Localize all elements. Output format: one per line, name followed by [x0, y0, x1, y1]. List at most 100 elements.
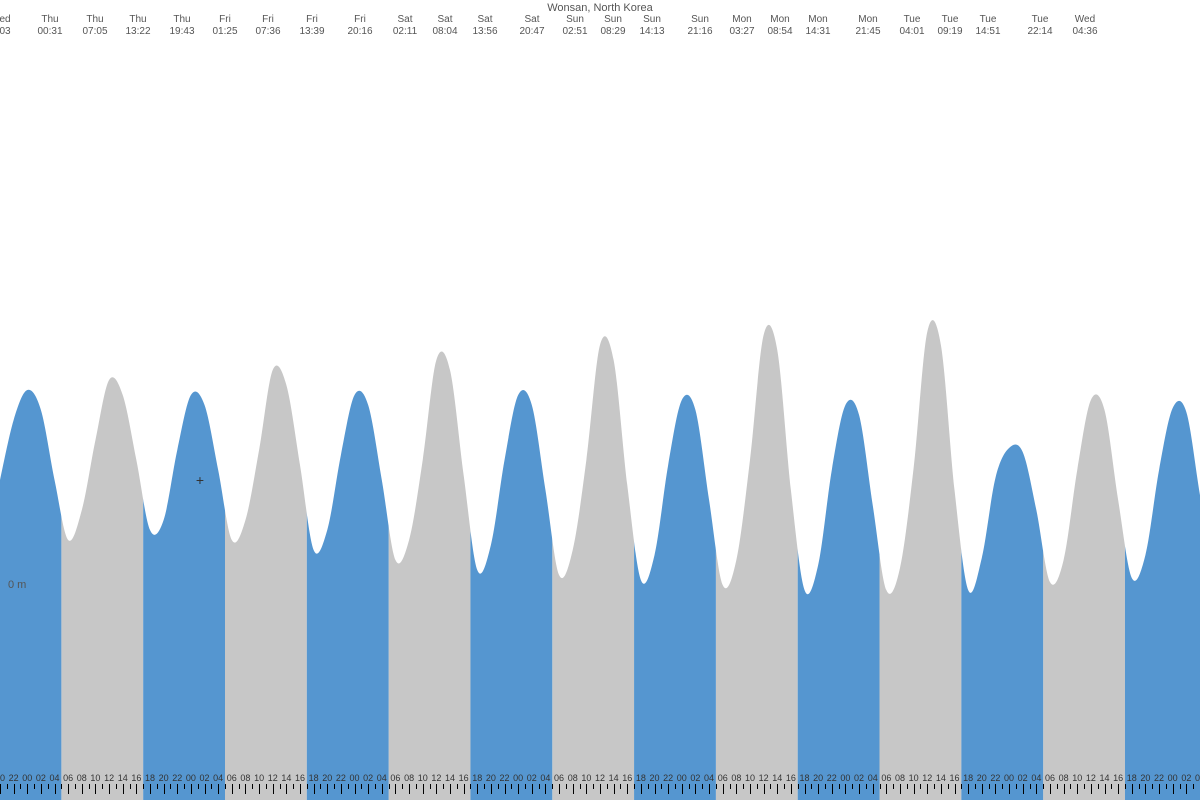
hour-tick	[423, 784, 424, 794]
hour-tick	[866, 784, 867, 789]
hour-label: 08	[568, 773, 578, 783]
hour-tick	[743, 784, 744, 789]
tide-time-label: Wed04:36	[1072, 14, 1097, 38]
hour-label: 16	[1113, 773, 1123, 783]
hour-label: 20	[486, 773, 496, 783]
hour-tick	[859, 784, 860, 794]
hour-tick	[1105, 784, 1106, 794]
hour-tick	[1030, 784, 1031, 789]
tide-time-label: Fri01:25	[212, 14, 237, 38]
zero-meters-label: 0 m	[8, 579, 26, 591]
hour-tick	[430, 784, 431, 789]
hour-tick	[1186, 784, 1187, 794]
hour-tick	[95, 784, 96, 794]
hour-label: 06	[881, 773, 891, 783]
hour-label: 10	[909, 773, 919, 783]
hour-label: 16	[459, 773, 469, 783]
hour-tick	[109, 784, 110, 794]
hour-tick	[205, 784, 206, 794]
tide-time-label: Sun14:13	[639, 14, 664, 38]
tide-time-label: Fri13:39	[299, 14, 324, 38]
hour-label: 18	[800, 773, 810, 783]
tide-time-label: Tue14:51	[975, 14, 1000, 38]
hour-label: 04	[377, 773, 387, 783]
hour-tick	[1084, 784, 1085, 789]
hour-tick	[136, 784, 137, 794]
hour-label: 00	[513, 773, 523, 783]
hour-tick	[975, 784, 976, 789]
hour-tick	[750, 784, 751, 794]
hour-tick	[641, 784, 642, 794]
hour-tick	[845, 784, 846, 794]
hour-tick	[607, 784, 608, 789]
hour-label: 18	[636, 773, 646, 783]
hour-tick	[89, 784, 90, 789]
hour-tick	[505, 784, 506, 794]
hour-label: 10	[418, 773, 428, 783]
hour-label: 22	[500, 773, 510, 783]
hour-tick	[416, 784, 417, 789]
hour-tick	[539, 784, 540, 789]
tide-time-label: Thu07:05	[82, 14, 107, 38]
hour-tick	[157, 784, 158, 789]
hour-tick	[102, 784, 103, 789]
hour-tick	[491, 784, 492, 794]
hour-label: 02	[363, 773, 373, 783]
hour-label: 14	[118, 773, 128, 783]
hour-label: 14	[936, 773, 946, 783]
hour-tick	[293, 784, 294, 789]
hour-tick	[886, 784, 887, 794]
hour-tick	[1166, 784, 1167, 789]
hour-tick	[55, 784, 56, 794]
hour-tick	[1036, 784, 1037, 794]
hour-tick	[470, 784, 471, 789]
hour-label: 18	[145, 773, 155, 783]
hour-tick	[34, 784, 35, 789]
hour-tick	[1132, 784, 1133, 794]
hour-label: 02	[690, 773, 700, 783]
hour-tick	[661, 784, 662, 789]
hour-tick	[648, 784, 649, 789]
crosshair-marker: +	[196, 472, 204, 488]
hour-tick	[948, 784, 949, 789]
tide-time-label: Fri07:36	[255, 14, 280, 38]
tide-time-label: Tue04:01	[899, 14, 924, 38]
hour-tick	[798, 784, 799, 789]
hour-label: 04	[540, 773, 550, 783]
tide-time-label: Tue22:14	[1027, 14, 1052, 38]
hour-tick	[832, 784, 833, 794]
hour-tick	[730, 784, 731, 789]
hour-label: 02	[200, 773, 210, 783]
hour-tick	[559, 784, 560, 794]
hour-label: 06	[63, 773, 73, 783]
hour-tick	[1152, 784, 1153, 789]
hour-tick	[320, 784, 321, 789]
hour-label: 08	[404, 773, 414, 783]
hour-label: 10	[581, 773, 591, 783]
hour-tick	[307, 784, 308, 789]
hour-tick	[450, 784, 451, 794]
tide-time-label: Sat08:04	[432, 14, 457, 38]
hour-tick	[961, 784, 962, 789]
hour-tick	[1145, 784, 1146, 794]
hour-label: 00	[1168, 773, 1178, 783]
hour-label: 04	[1195, 773, 1200, 783]
hour-tick	[184, 784, 185, 789]
hour-tick	[27, 784, 28, 794]
hour-tick	[709, 784, 710, 794]
hour-tick	[1091, 784, 1092, 794]
hour-label: 20	[159, 773, 169, 783]
tide-time-label: Sat20:47	[519, 14, 544, 38]
tide-time-label: Mon21:45	[855, 14, 880, 38]
hour-tick	[1125, 784, 1126, 789]
hour-tick	[123, 784, 124, 794]
hour-tick	[280, 784, 281, 789]
tide-time-label: Thu19:43	[169, 14, 194, 38]
hour-tick	[518, 784, 519, 794]
hour-tick	[716, 784, 717, 789]
hour-tick	[682, 784, 683, 794]
tide-time-label: Mon14:31	[805, 14, 830, 38]
hour-tick	[702, 784, 703, 789]
hour-label: 10	[254, 773, 264, 783]
hour-tick	[327, 784, 328, 794]
